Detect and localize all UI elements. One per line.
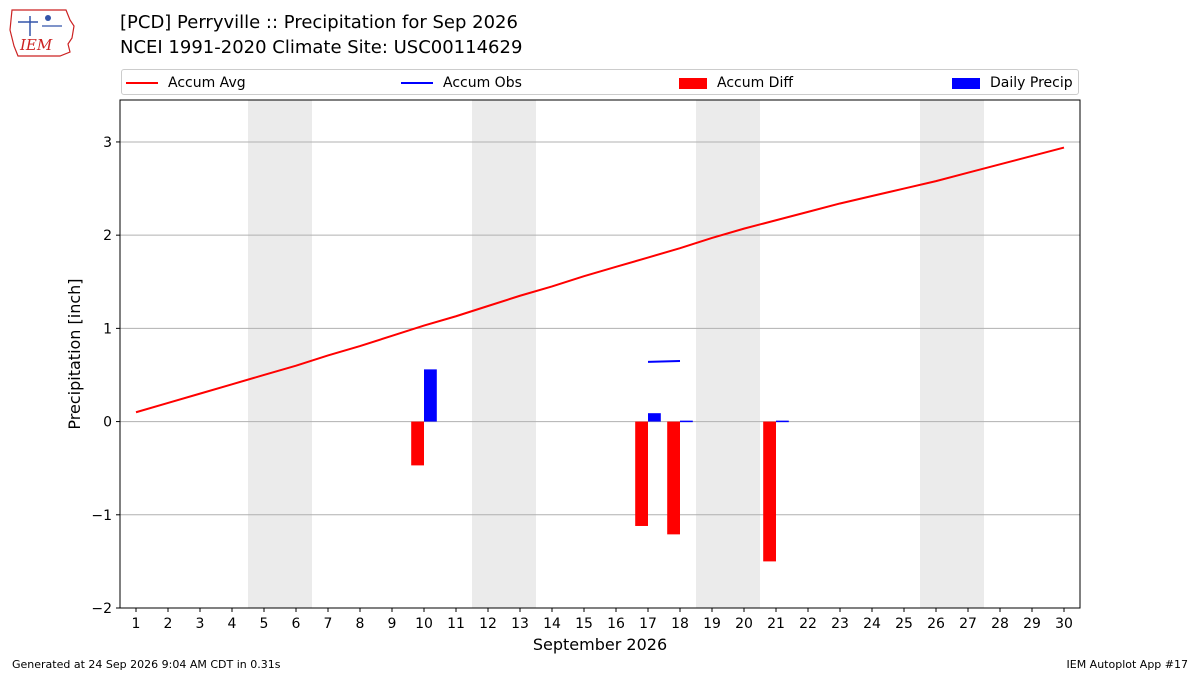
legend-label: Accum Diff [717,75,794,91]
weekend-band [248,100,280,608]
x-tick-label: 1 [132,616,141,632]
y-tick-label: 2 [103,228,112,244]
x-tick-label: 13 [511,616,529,632]
weekend-band [920,100,952,608]
x-axis-label: September 2026 [533,635,667,654]
x-tick-label: 6 [292,616,301,632]
legend-item-accum-obs: Accum Obs [401,73,522,93]
x-tick-label: 10 [415,616,433,632]
legend-item-accum-avg: Accum Avg [126,73,246,93]
legend-label: Accum Avg [168,75,246,91]
x-tick-label: 9 [388,616,397,632]
y-tick-label: −2 [91,601,112,617]
y-tick-label: 3 [103,135,112,151]
iem-logo: IEM [9,9,75,57]
x-tick-label: 5 [260,616,269,632]
weekend-band [728,100,760,608]
legend: Accum Avg Accum Obs Accum Diff Daily Pre… [121,69,1079,95]
logo-text: IEM [19,36,53,54]
x-tick-label: 11 [447,616,465,632]
x-tick-label: 15 [575,616,593,632]
x-tick-label: 23 [831,616,849,632]
x-tick-label: 8 [356,616,365,632]
accum-diff-bar [411,421,424,466]
weekend-band [280,100,312,608]
legend-item-daily-precip: Daily Precip [952,73,1073,93]
y-tick-label: 0 [103,415,112,431]
x-tick-label: 3 [196,616,205,632]
autoplot-credit: IEM Autoplot App #17 [1066,658,1189,671]
legend-label: Daily Precip [990,75,1073,91]
x-tick-label: 20 [735,616,753,632]
legend-swatch [126,82,158,84]
daily-precip-bar [648,413,661,422]
x-tick-label: 21 [767,616,785,632]
legend-item-accum-diff: Accum Diff [679,73,793,93]
accum-diff-bar [667,421,680,535]
weekend-band [952,100,984,608]
accum-avg-line [135,146,1065,414]
accum-obs-line [647,359,681,363]
y-tick-label: −1 [91,508,112,524]
x-tick-label: 4 [228,616,237,632]
y-tick-label: 1 [103,321,112,337]
x-tick-label: 30 [1055,616,1073,632]
accum-diff-bar [763,421,776,562]
accum-diff-bar [635,421,648,526]
daily-precip-bar [680,420,693,423]
weekend-band [472,100,504,608]
generated-timestamp: Generated at 24 Sep 2026 9:04 AM CDT in … [12,658,281,671]
legend-swatch [679,77,707,89]
weekend-band [504,100,536,608]
daily-precip-bar [424,369,437,422]
x-tick-label: 19 [703,616,721,632]
chart-title: [PCD] Perryville :: Precipitation for Se… [120,12,518,33]
x-tick-label: 16 [607,616,625,632]
x-tick-label: 17 [639,616,657,632]
y-axis-label: Precipitation [inch] [65,278,84,429]
x-tick-label: 27 [959,616,977,632]
x-tick-label: 25 [895,616,913,632]
daily-precip-bar [776,420,789,423]
weekend-band [696,100,728,608]
legend-label: Accum Obs [443,75,522,91]
x-tick-label: 26 [927,616,945,632]
x-tick-label: 22 [799,616,817,632]
x-tick-label: 7 [324,616,333,632]
x-tick-label: 24 [863,616,881,632]
x-tick-label: 14 [543,616,561,632]
chart-subtitle: NCEI 1991-2020 Climate Site: USC00114629 [120,37,523,58]
legend-swatch [401,82,433,84]
x-tick-label: 12 [479,616,497,632]
legend-swatch [952,77,980,89]
x-tick-label: 18 [671,616,689,632]
plot-frame [119,99,1081,609]
x-tick-label: 2 [164,616,173,632]
x-tick-label: 28 [991,616,1009,632]
x-tick-label: 29 [1023,616,1041,632]
